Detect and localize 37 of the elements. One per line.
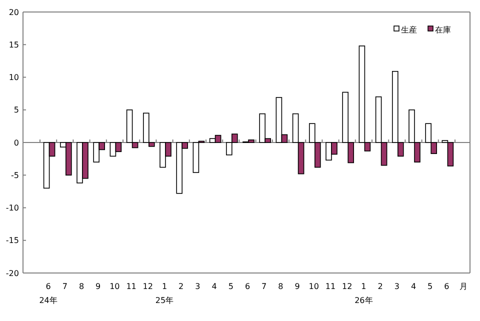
x-tick-label: 12 — [142, 282, 153, 291]
x-tick-label: 7 — [62, 282, 68, 291]
x-tick-label: 5 — [428, 282, 433, 291]
x-tick-label: 1 25年 — [155, 282, 174, 305]
y-tick-label: 10 — [8, 73, 19, 82]
x-tick-label: 3 — [195, 282, 200, 291]
x-tick-label: 6 — [244, 282, 250, 291]
y-tick-label: -20 — [6, 268, 19, 278]
x-tick-label: 3 — [394, 282, 400, 291]
x-tick-label: 11 — [126, 282, 136, 291]
x-tick-label: 6 — [444, 282, 450, 291]
x-tick-label: 9 — [96, 282, 101, 291]
x-tick-label: 11 — [325, 282, 336, 291]
x-tick-label: 12 — [342, 282, 352, 291]
x-tick-label: 10 — [110, 282, 120, 291]
y-tick-label: 20 — [8, 8, 19, 17]
x-tick-label: 9 — [294, 282, 300, 291]
x-tick-label: 6 24年 — [39, 282, 58, 305]
x-tick-label: 4 — [410, 282, 416, 291]
x-tick-label: 10 — [308, 282, 319, 291]
x-tick-label: 8 — [78, 282, 84, 291]
x-tick-label: 7 — [262, 282, 267, 291]
legend-label: 在庫 — [435, 25, 451, 34]
y-tick-label: 15 — [8, 40, 19, 50]
legend-label: 生産 — [401, 25, 417, 34]
x-tick-label: 4 — [212, 282, 217, 291]
x-tick-label: 1 26年 — [354, 282, 373, 305]
y-tick-label: 0 — [14, 138, 19, 148]
x-tick-label: 5 — [228, 282, 234, 291]
x-tick-label: 8 — [278, 282, 284, 291]
x-tick-label: 2 — [178, 282, 184, 291]
y-tick-label: -10 — [6, 204, 19, 213]
y-tick-label: -15 — [6, 236, 19, 246]
y-tick-label: -5 — [11, 170, 19, 180]
x-axis-title: 月 — [459, 282, 468, 291]
y-tick-label: 5 — [14, 106, 19, 115]
x-tick-label: 2 — [378, 282, 383, 291]
